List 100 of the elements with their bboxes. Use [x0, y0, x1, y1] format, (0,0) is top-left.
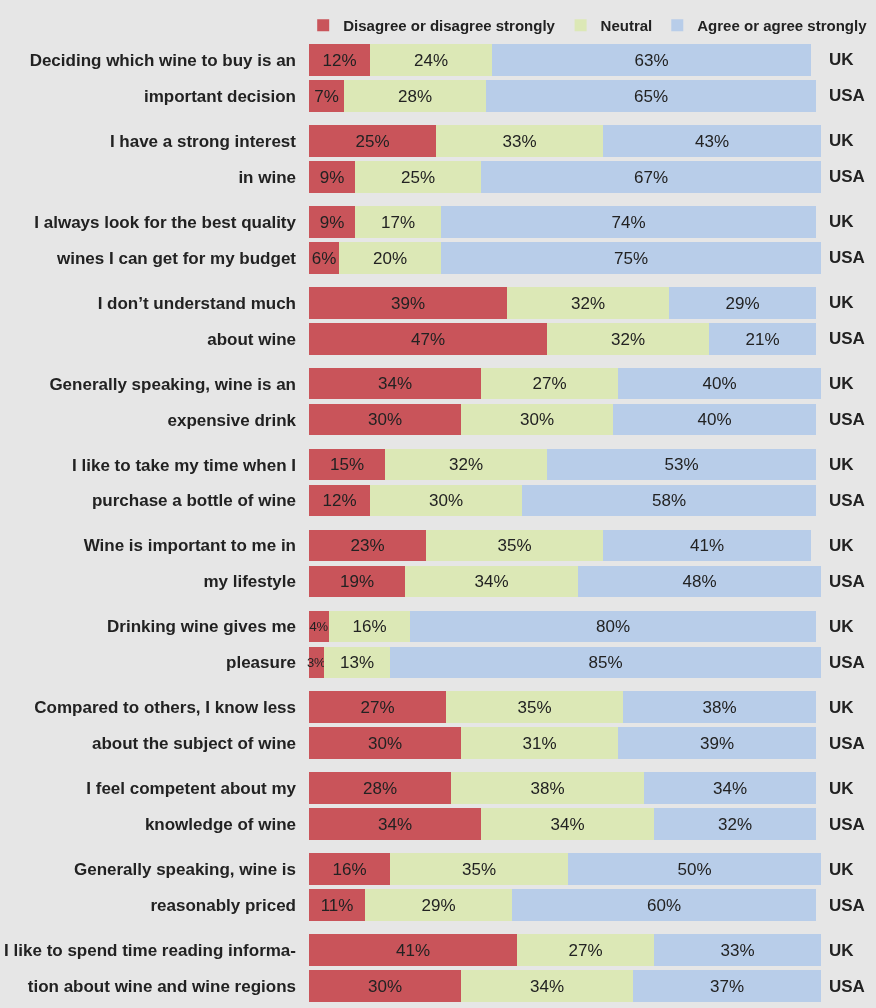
data-label: 34%	[377, 374, 413, 393]
data-label: 74%	[611, 212, 646, 232]
text: USA	[829, 329, 865, 348]
y-tick-label: tion about wine and wine regions	[27, 976, 296, 996]
y-tick-label: Generally speaking, wine is	[73, 860, 296, 880]
data-label: 58%	[651, 491, 687, 510]
data-label: 39%	[390, 293, 426, 313]
data-label: 40%	[702, 374, 737, 393]
data-label: 47%	[410, 329, 446, 349]
text: UK	[829, 698, 855, 717]
data-label: 12%	[322, 491, 357, 510]
data-label: 33%	[502, 131, 537, 151]
data-label: 29%	[725, 293, 760, 313]
data-label: 34%	[474, 572, 509, 591]
data-label: 27%	[568, 940, 603, 960]
data-label: 85%	[588, 653, 623, 672]
data-label: 35%	[497, 536, 532, 555]
data-label: 40%	[697, 410, 732, 429]
data-label: 35%	[517, 697, 552, 717]
y-tick-label: in wine	[238, 167, 296, 187]
data-label: 43%	[694, 131, 730, 151]
text: UK	[829, 779, 855, 798]
data-label: 4%	[309, 619, 329, 634]
text: USA	[829, 167, 865, 186]
data-label: 67%	[633, 167, 669, 187]
data-label: 30%	[519, 410, 555, 429]
y-tick-label: Generally speaking, wine is an	[49, 374, 296, 394]
data-label: 75%	[613, 248, 649, 268]
data-label: 30%	[428, 491, 464, 510]
data-label: 38%	[530, 778, 565, 798]
text: USA	[829, 896, 865, 915]
data-label: 41%	[395, 940, 431, 960]
y-tick-label: knowledge of wine	[144, 815, 296, 835]
y-tick-label: purchase a bottle of wine	[91, 491, 296, 511]
data-label: 24%	[413, 50, 449, 70]
text: UK	[829, 455, 855, 474]
data-label: 32%	[570, 293, 606, 313]
data-label: 34%	[550, 814, 585, 834]
data-label: 53%	[664, 455, 699, 474]
text: USA	[829, 410, 865, 429]
data-label: 25%	[355, 131, 390, 151]
y-tick-label: I like to take my time when I	[72, 455, 296, 475]
legend-label: Agree or agree strongly	[697, 17, 868, 35]
legend-label: Neutral	[600, 17, 653, 35]
text: USA	[829, 491, 865, 510]
y-tick-label: reasonably priced	[150, 896, 296, 916]
text: USA	[829, 815, 865, 834]
data-label: 32%	[448, 455, 484, 474]
text: USA	[829, 653, 865, 672]
data-label: 38%	[702, 697, 737, 717]
data-label: 27%	[532, 374, 567, 393]
data-label: 39%	[699, 733, 735, 753]
y-tick-label: expensive drink	[167, 410, 297, 430]
text: UK	[829, 50, 855, 69]
data-label: 17%	[380, 212, 416, 232]
data-label: 41%	[689, 536, 725, 555]
data-label: 35%	[461, 859, 497, 879]
y-tick-label: I feel competent about my	[86, 779, 297, 799]
text: USA	[829, 248, 865, 267]
data-label: 28%	[362, 778, 398, 798]
data-label: 31%	[522, 733, 557, 753]
data-label: 11%	[320, 895, 354, 915]
data-label: 6%	[311, 248, 337, 268]
data-label: 80%	[595, 617, 631, 636]
data-label: 34%	[377, 814, 413, 834]
data-label: 33%	[720, 940, 755, 960]
data-label: 23%	[350, 536, 385, 555]
data-label: 37%	[709, 976, 745, 996]
data-label: 32%	[717, 814, 753, 834]
data-label: 20%	[372, 248, 408, 268]
text: UK	[829, 293, 855, 312]
y-tick-label: Drinking wine gives me	[107, 617, 296, 637]
data-label: 48%	[682, 572, 717, 591]
data-label: 19%	[339, 572, 375, 591]
data-label: 50%	[677, 859, 712, 879]
text: USA	[829, 977, 865, 996]
data-label: 13%	[339, 653, 375, 672]
text: UK	[829, 131, 855, 150]
y-tick-label: about the subject of wine	[91, 734, 296, 754]
data-label: 29%	[421, 895, 456, 915]
data-label: 16%	[332, 859, 367, 879]
data-label: 9%	[319, 167, 345, 187]
data-label: 9%	[319, 212, 345, 232]
data-label: 65%	[633, 86, 669, 106]
text: UK	[829, 374, 855, 393]
y-tick-label: I always look for the best quality	[34, 212, 297, 232]
text: UK	[829, 536, 855, 555]
y-tick-label: Compared to others, I know less	[34, 698, 296, 718]
data-label: 34%	[712, 778, 748, 798]
data-label: 63%	[634, 50, 669, 70]
data-label: 30%	[367, 733, 403, 753]
y-tick-label: wines I can get for my budget	[56, 248, 297, 268]
y-tick-label: important decision	[143, 86, 296, 106]
data-label: 30%	[367, 410, 403, 429]
data-label: 28%	[397, 86, 433, 106]
text: UK	[829, 941, 855, 960]
y-tick-label: Deciding which wine to buy is an	[29, 50, 296, 70]
legend-label: Disagree or disagree strongly	[343, 17, 556, 35]
text: UK	[829, 860, 855, 879]
y-tick-label: I don’t understand much	[97, 293, 296, 313]
